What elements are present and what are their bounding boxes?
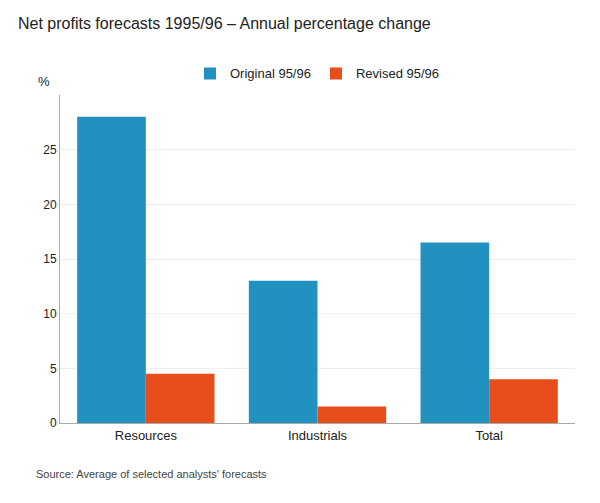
svg-text:Net profits forecasts 1995/96: Net profits forecasts 1995/96 – Annual p… (18, 15, 431, 32)
svg-text:25: 25 (43, 143, 57, 157)
svg-text:10: 10 (43, 307, 57, 321)
svg-text:20: 20 (43, 198, 57, 212)
svg-text:Total: Total (475, 428, 503, 443)
svg-text:Source: Average of selected an: Source: Average of selected analysts' fo… (36, 468, 267, 480)
svg-text:5: 5 (50, 362, 57, 376)
svg-text:%: % (38, 74, 50, 89)
svg-text:Revised 95/96: Revised 95/96 (356, 66, 439, 81)
svg-text:Resources: Resources (115, 428, 178, 443)
svg-text:15: 15 (43, 252, 57, 266)
svg-text:0: 0 (50, 416, 57, 430)
svg-text:Original 95/96: Original 95/96 (230, 66, 311, 81)
svg-text:Industrials: Industrials (288, 428, 348, 443)
